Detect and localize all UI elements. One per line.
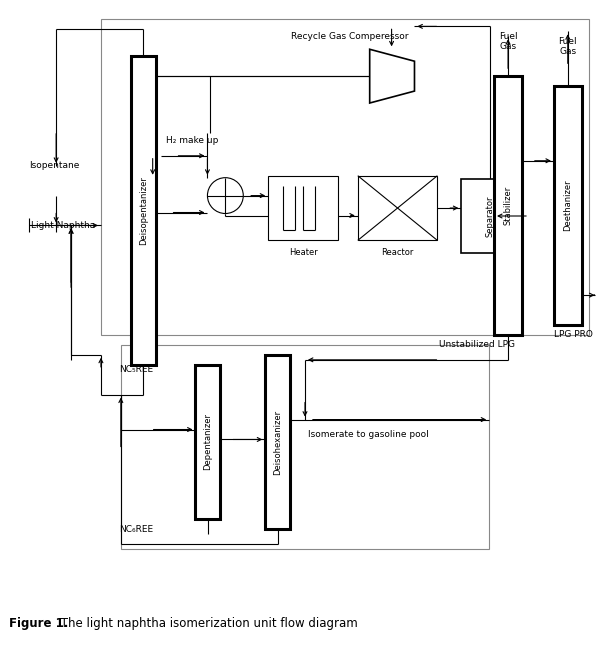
Bar xyxy=(494,76,522,335)
Text: Stabilizer: Stabilizer xyxy=(504,186,513,225)
Text: NC₆REE: NC₆REE xyxy=(119,525,153,534)
Text: Recycle Gas Comperessor: Recycle Gas Comperessor xyxy=(291,32,408,42)
Polygon shape xyxy=(370,49,415,103)
Text: Light Naphtha: Light Naphtha xyxy=(32,221,96,230)
Bar xyxy=(358,176,438,240)
Bar xyxy=(554,86,582,325)
Text: Fuel
Gas: Fuel Gas xyxy=(559,37,577,57)
Text: Fuel
Gas: Fuel Gas xyxy=(499,32,518,51)
Text: NC₅REE: NC₅REE xyxy=(119,365,153,374)
Bar xyxy=(265,355,290,529)
Circle shape xyxy=(207,177,243,213)
Text: Heater: Heater xyxy=(288,248,318,257)
Text: The light naphtha isomerization unit flow diagram: The light naphtha isomerization unit flo… xyxy=(57,617,358,630)
Text: Isopentane: Isopentane xyxy=(29,161,79,170)
Bar xyxy=(268,176,338,240)
Bar xyxy=(131,57,156,365)
Text: Deisopentanizer: Deisopentanizer xyxy=(139,176,148,245)
Text: LPG PRO: LPG PRO xyxy=(554,330,593,339)
Bar xyxy=(101,20,588,335)
Text: Unstabilized LPG: Unstabilized LPG xyxy=(439,341,515,350)
Text: H₂ make up: H₂ make up xyxy=(165,136,218,146)
Bar xyxy=(461,179,519,254)
Text: Deethanizer: Deethanizer xyxy=(564,180,572,231)
Bar xyxy=(196,365,221,519)
Text: Depentanizer: Depentanizer xyxy=(204,413,213,471)
Text: Reactor: Reactor xyxy=(381,248,414,257)
Text: Separator: Separator xyxy=(485,195,494,237)
Text: Deisohexanizer: Deisohexanizer xyxy=(273,410,282,474)
Bar xyxy=(121,345,489,549)
Text: Figure 1.: Figure 1. xyxy=(9,617,68,630)
Text: Isomerate to gasoline pool: Isomerate to gasoline pool xyxy=(308,430,428,439)
